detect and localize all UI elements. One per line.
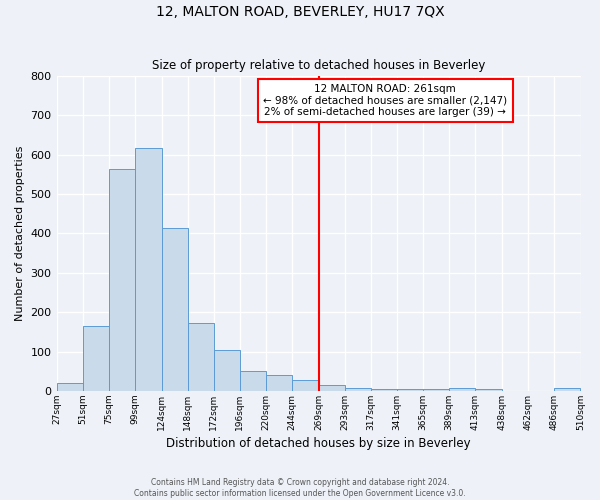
Bar [423, 389, 449, 391]
Y-axis label: Number of detached properties: Number of detached properties [15, 146, 25, 321]
Title: Size of property relative to detached houses in Beverley: Size of property relative to detached ho… [152, 59, 485, 72]
Bar [134, 148, 162, 391]
Text: 12 MALTON ROAD: 261sqm
← 98% of detached houses are smaller (2,147)
2% of semi-d: 12 MALTON ROAD: 261sqm ← 98% of detached… [263, 84, 507, 117]
X-axis label: Distribution of detached houses by size in Beverley: Distribution of detached houses by size … [166, 437, 471, 450]
Bar [266, 375, 292, 391]
Bar [56, 383, 83, 391]
Bar [475, 389, 502, 391]
Bar [397, 389, 423, 391]
Bar [449, 388, 475, 391]
Bar [188, 323, 214, 391]
Bar [371, 389, 397, 391]
Bar [240, 371, 266, 391]
Bar [554, 388, 580, 391]
Text: Contains HM Land Registry data © Crown copyright and database right 2024.
Contai: Contains HM Land Registry data © Crown c… [134, 478, 466, 498]
Bar [162, 228, 188, 391]
Bar [83, 326, 109, 391]
Text: 12, MALTON ROAD, BEVERLEY, HU17 7QX: 12, MALTON ROAD, BEVERLEY, HU17 7QX [155, 5, 445, 19]
Bar [292, 380, 319, 391]
Bar [319, 386, 345, 391]
Bar [345, 388, 371, 391]
Bar [214, 350, 240, 391]
Bar [109, 170, 134, 391]
